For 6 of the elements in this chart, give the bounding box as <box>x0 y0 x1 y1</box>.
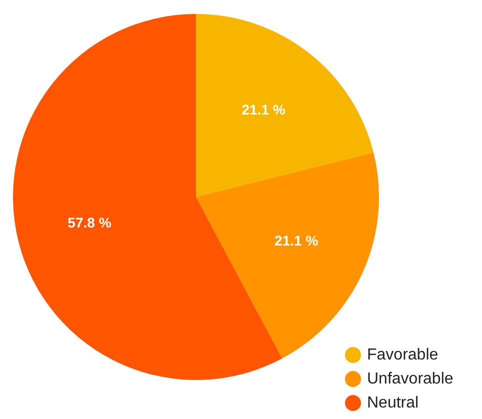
legend-label: Neutral <box>367 394 419 412</box>
legend-label: Unfavorable <box>367 370 454 388</box>
data-label: 21.1 % <box>274 232 319 248</box>
data-label: 21.1 % <box>242 101 286 118</box>
data-label: 57.8 % <box>68 214 112 230</box>
legend-label: Favorable <box>367 346 438 364</box>
